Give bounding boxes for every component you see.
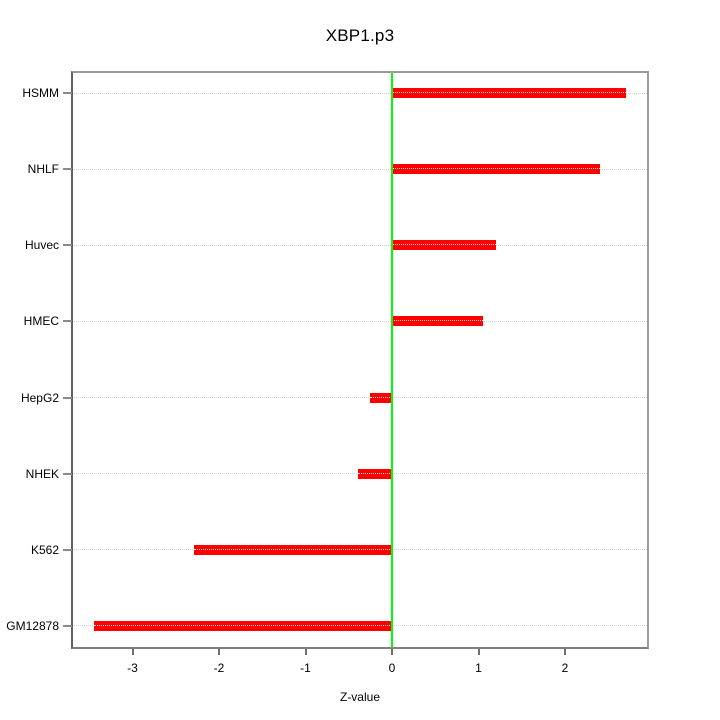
- x-tick-label-0: 0: [388, 661, 396, 675]
- x-tick-label-2: 2: [561, 661, 569, 675]
- x-tick-label--2: -2: [213, 661, 225, 675]
- y-tick-NHLF: [63, 168, 72, 171]
- zero-reference-line: [391, 73, 393, 647]
- bar-NHEK: [358, 468, 392, 479]
- bar-HepG2: [369, 392, 392, 403]
- gridline-Huvec: [73, 244, 647, 246]
- bar-GM12878: [93, 620, 393, 631]
- x-tick--2: [218, 649, 220, 655]
- gridline-HepG2: [73, 397, 647, 399]
- bar-HSMM: [392, 88, 627, 98]
- x-tick-label--3: -3: [127, 661, 138, 675]
- y-axis-label-Huvec: Huvec: [24, 238, 59, 253]
- x-tick-label--1: -1: [300, 661, 311, 675]
- x-tick--3: [131, 649, 134, 655]
- y-axis-label-HMEC: HMEC: [23, 314, 59, 329]
- y-tick-K562: [63, 548, 72, 551]
- bar-HMEC: [392, 316, 483, 327]
- x-tick--1: [304, 649, 307, 655]
- y-axis-label-NHEK: NHEK: [25, 466, 59, 481]
- bar-K562: [193, 544, 393, 555]
- y-tick-Huvec: [63, 244, 72, 247]
- x-tick-1: [477, 649, 480, 655]
- y-axis-label-HSMM: HSMM: [22, 86, 59, 100]
- y-tick-HMEC: [63, 320, 72, 323]
- chart-title: XBP1.p3: [325, 26, 395, 45]
- gridline-HMEC: [73, 320, 647, 322]
- y-axis-label-NHLF: NHLF: [27, 162, 59, 177]
- y-axis-label-GM12878: GM12878: [6, 618, 59, 633]
- gridline-HSMM: [73, 92, 647, 94]
- y-axis-label-K562: K562: [30, 542, 59, 557]
- x-axis-title: Z-value: [339, 690, 380, 704]
- plot-area: [71, 71, 649, 649]
- x-tick-2: [564, 649, 566, 655]
- gridline-NHLF: [73, 168, 647, 170]
- bar-NHLF: [392, 164, 600, 175]
- y-tick-HepG2: [63, 396, 72, 399]
- x-tick-label-1: 1: [475, 661, 482, 675]
- y-tick-HSMM: [63, 92, 72, 94]
- y-tick-GM12878: [63, 624, 72, 627]
- y-axis-label-HepG2: HepG2: [20, 390, 59, 405]
- y-tick-NHEK: [63, 472, 72, 475]
- bar-Huvec: [392, 240, 496, 251]
- x-tick-0: [391, 649, 393, 655]
